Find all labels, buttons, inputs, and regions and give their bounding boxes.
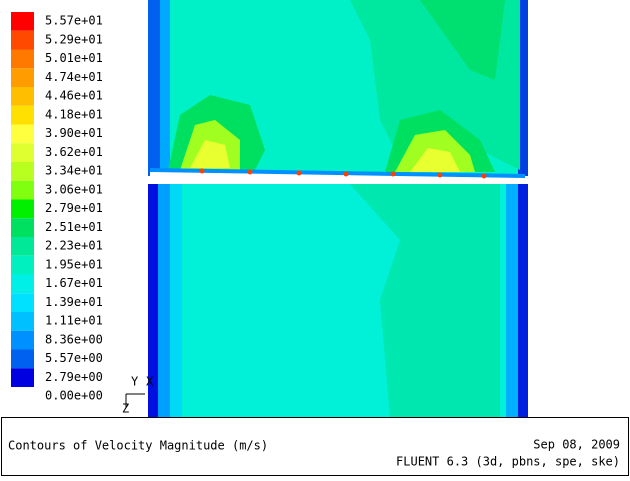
colorbar-label: 8.36e+00 bbox=[45, 332, 103, 346]
color-swatch bbox=[11, 312, 34, 331]
axis-label: Z bbox=[122, 402, 129, 416]
footer-title: Contours of Velocity Magnitude (m/s) bbox=[8, 439, 268, 453]
color-swatch bbox=[11, 255, 34, 275]
contour-field bbox=[148, 0, 528, 417]
colorbar-label: 4.46e+01 bbox=[45, 89, 103, 103]
edge bbox=[148, 0, 160, 176]
footer-software: FLUENT 6.3 (3d, pbns, spe, ske) bbox=[396, 455, 620, 469]
color-swatch bbox=[11, 330, 34, 350]
color-swatch bbox=[11, 124, 34, 144]
colorbar: 5.57e+01 5.29e+01 5.01e+01 4.74e+01 4.46e+01… bbox=[11, 12, 103, 403]
colorbar-label: 5.29e+01 bbox=[45, 32, 103, 46]
colorbar-label: 2.79e+01 bbox=[45, 201, 103, 215]
edge bbox=[518, 184, 528, 417]
colorbar-label: 1.39e+01 bbox=[45, 295, 103, 309]
blob bbox=[410, 148, 460, 172]
colorbar-label: 0.00e+00 bbox=[45, 389, 103, 403]
edge bbox=[148, 184, 158, 417]
colorbar-label: 4.18e+01 bbox=[45, 107, 103, 121]
axis-label: Y bbox=[131, 375, 139, 389]
colorbar-label: 5.57e+01 bbox=[45, 14, 103, 28]
colorbar-label: 1.11e+01 bbox=[45, 314, 103, 328]
colorbar-label: 1.95e+01 bbox=[45, 257, 103, 271]
edge bbox=[170, 184, 182, 417]
color-swatch bbox=[11, 368, 34, 387]
plate bbox=[150, 168, 525, 178]
colorbar-label: 2.51e+01 bbox=[45, 220, 103, 234]
color-swatch bbox=[11, 143, 34, 162]
color-swatch bbox=[11, 199, 34, 219]
color-swatch bbox=[11, 218, 34, 237]
axis-triad: Y X Z bbox=[122, 375, 154, 416]
color-swatch bbox=[11, 12, 34, 31]
edge bbox=[158, 184, 170, 417]
axis-label: X bbox=[146, 375, 154, 389]
color-swatch bbox=[11, 349, 34, 369]
color-swatch bbox=[11, 274, 34, 294]
colorbar-label: 3.90e+01 bbox=[45, 126, 103, 140]
color-swatch bbox=[11, 30, 34, 50]
color-swatch bbox=[11, 49, 34, 69]
color-swatch bbox=[11, 68, 34, 87]
color-swatch bbox=[11, 293, 34, 312]
edge bbox=[160, 0, 170, 176]
footer-date: Sep 08, 2009 bbox=[533, 438, 620, 452]
color-swatch bbox=[11, 162, 34, 181]
color-swatch bbox=[11, 87, 34, 106]
edge bbox=[506, 184, 518, 417]
blob bbox=[420, 0, 505, 80]
colorbar-label: 3.34e+01 bbox=[45, 164, 103, 178]
colorbar-label: 4.74e+01 bbox=[45, 70, 103, 84]
holes bbox=[199, 168, 487, 179]
footer-box bbox=[1, 417, 629, 476]
colorbar-label: 5.57e+00 bbox=[45, 351, 103, 365]
colorbar-label: 1.67e+01 bbox=[45, 276, 103, 290]
color-swatch bbox=[11, 237, 34, 256]
colorbar-label: 5.01e+01 bbox=[45, 51, 103, 65]
colorbar-label: 3.62e+01 bbox=[45, 145, 103, 159]
colorbar-label: 2.23e+01 bbox=[45, 239, 103, 253]
blob bbox=[190, 140, 230, 168]
color-swatch bbox=[11, 105, 34, 125]
color-swatch bbox=[11, 180, 34, 200]
blob bbox=[350, 184, 500, 417]
edge bbox=[518, 0, 528, 176]
colorbar-label: 2.79e+00 bbox=[45, 370, 103, 384]
colorbar-label: 3.06e+01 bbox=[45, 182, 103, 196]
